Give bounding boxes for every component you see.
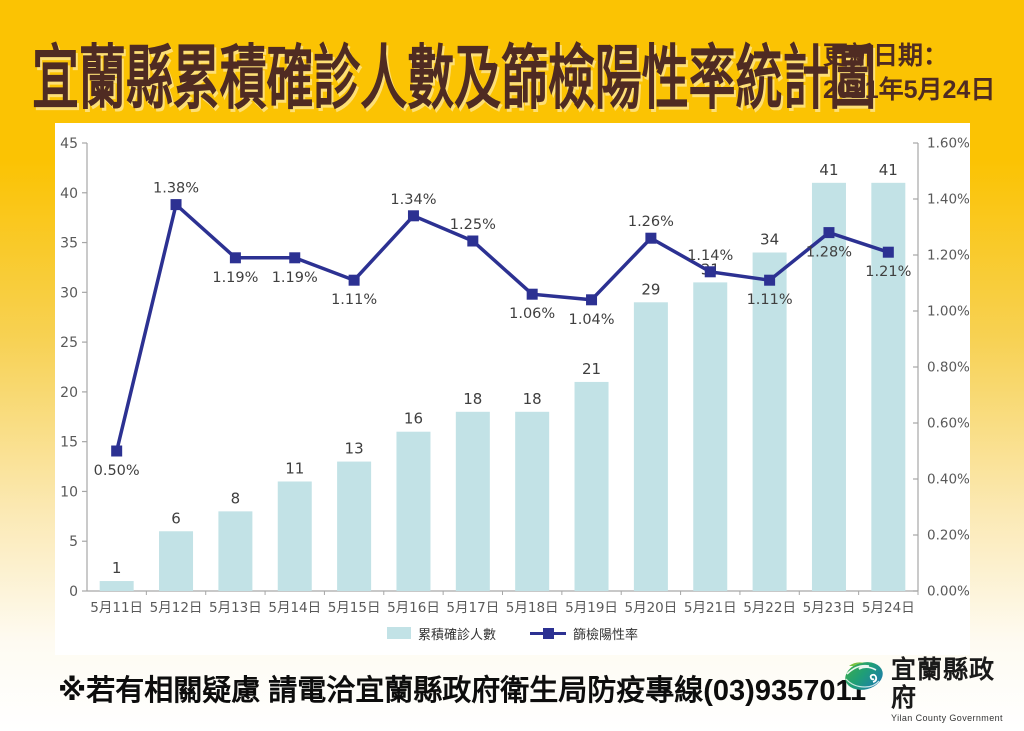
svg-text:34: 34 bbox=[760, 231, 779, 249]
svg-text:0.60%: 0.60% bbox=[927, 416, 970, 432]
svg-text:30: 30 bbox=[60, 285, 78, 301]
combo-chart: 0 5 10 15 20 25 30 35 40 45 0.00% 0.20% 0.40% 0.60% 0.… bbox=[60, 136, 970, 617]
svg-text:1.11%: 1.11% bbox=[331, 292, 377, 308]
svg-text:35: 35 bbox=[60, 236, 78, 252]
svg-text:1.04%: 1.04% bbox=[568, 312, 614, 328]
svg-text:41: 41 bbox=[879, 161, 898, 179]
svg-text:5月11日: 5月11日 bbox=[90, 600, 143, 616]
svg-text:1.00%: 1.00% bbox=[927, 304, 970, 320]
update-date-label: 更新日期： bbox=[823, 42, 949, 70]
svg-text:40: 40 bbox=[60, 186, 78, 202]
svg-text:5月21日: 5月21日 bbox=[684, 600, 737, 616]
svg-text:11: 11 bbox=[285, 459, 304, 477]
svg-text:5月22日: 5月22日 bbox=[743, 600, 796, 616]
svg-text:41: 41 bbox=[819, 161, 838, 179]
logo-text-block: 宜蘭縣政府 Yilan County Government bbox=[891, 656, 1018, 723]
svg-text:45: 45 bbox=[60, 136, 78, 152]
update-date-block: 更新日期： 2021年5月24日 bbox=[823, 40, 1008, 108]
svg-text:1.26%: 1.26% bbox=[628, 214, 674, 230]
svg-text:1.38%: 1.38% bbox=[153, 181, 199, 197]
svg-text:1.21%: 1.21% bbox=[865, 264, 911, 280]
svg-text:1.14%: 1.14% bbox=[687, 248, 733, 264]
legend-label-positivity: 篩檢陽性率 bbox=[573, 626, 639, 642]
svg-text:1.11%: 1.11% bbox=[747, 292, 793, 308]
svg-text:18: 18 bbox=[523, 390, 542, 408]
svg-text:5月19日: 5月19日 bbox=[565, 600, 618, 616]
svg-text:5月12日: 5月12日 bbox=[150, 600, 203, 616]
svg-text:1.19%: 1.19% bbox=[272, 270, 318, 286]
logo-name: 宜蘭縣政府 bbox=[891, 656, 996, 712]
svg-text:20: 20 bbox=[60, 385, 78, 401]
yilan-swirl-icon bbox=[843, 657, 885, 698]
chart-legend: 累積確診人數 篩檢陽性率 bbox=[55, 620, 970, 646]
update-date-value: 2021年5月24日 bbox=[823, 75, 996, 104]
chart-panel: 0 5 10 15 20 25 30 35 40 45 0.00% 0.20% 0.40% 0.60% 0.… bbox=[55, 123, 970, 655]
svg-text:1.25%: 1.25% bbox=[450, 217, 496, 233]
svg-text:0: 0 bbox=[69, 584, 78, 600]
legend-item-positivity: 篩檢陽性率 bbox=[530, 624, 638, 643]
svg-text:0.00%: 0.00% bbox=[927, 584, 970, 600]
svg-text:0.40%: 0.40% bbox=[927, 472, 970, 488]
svg-text:29: 29 bbox=[641, 280, 660, 298]
footer: ※若有相關疑慮 請電洽宜蘭縣政府衛生局防疫專線(03)9357011 宜蘭縣 bbox=[0, 655, 1024, 731]
svg-text:5月20日: 5月20日 bbox=[625, 600, 678, 616]
svg-text:1.06%: 1.06% bbox=[509, 306, 555, 322]
svg-text:1.28%: 1.28% bbox=[806, 245, 852, 261]
svg-text:25: 25 bbox=[60, 335, 78, 351]
bar-swatch-icon bbox=[386, 627, 411, 639]
logo-subtitle: Yilan County Government bbox=[891, 713, 1003, 723]
svg-text:6: 6 bbox=[171, 509, 181, 527]
svg-text:8: 8 bbox=[231, 489, 241, 507]
svg-text:0.20%: 0.20% bbox=[927, 528, 970, 544]
svg-text:5月17日: 5月17日 bbox=[446, 600, 499, 616]
svg-text:0.80%: 0.80% bbox=[927, 360, 970, 376]
svg-text:18: 18 bbox=[463, 390, 482, 408]
svg-text:1.20%: 1.20% bbox=[927, 248, 970, 264]
svg-text:15: 15 bbox=[60, 435, 78, 451]
svg-text:21: 21 bbox=[582, 360, 601, 378]
svg-text:5月23日: 5月23日 bbox=[803, 600, 856, 616]
svg-text:1.60%: 1.60% bbox=[927, 136, 970, 152]
svg-text:0.50%: 0.50% bbox=[94, 463, 140, 479]
line-marker-icon bbox=[530, 627, 566, 639]
svg-text:5月18日: 5月18日 bbox=[506, 600, 559, 616]
header: 宜蘭縣累積確診人數及篩檢陽性率統計圖 更新日期： 2021年5月24日 bbox=[0, 0, 1024, 123]
svg-text:5: 5 bbox=[69, 534, 78, 550]
hotline-note: ※若有相關疑慮 請電洽宜蘭縣政府衛生局防疫專線(03)9357011 bbox=[58, 675, 867, 707]
svg-text:13: 13 bbox=[345, 440, 364, 458]
svg-text:5月16日: 5月16日 bbox=[387, 600, 440, 616]
svg-text:5月14日: 5月14日 bbox=[268, 600, 321, 616]
yilan-gov-logo: 宜蘭縣政府 Yilan County Government bbox=[843, 656, 1018, 723]
svg-text:1.19%: 1.19% bbox=[212, 270, 258, 286]
legend-label-cases: 累積確診人數 bbox=[417, 626, 496, 642]
svg-text:5月13日: 5月13日 bbox=[209, 600, 262, 616]
svg-text:1.34%: 1.34% bbox=[390, 192, 436, 208]
svg-text:10: 10 bbox=[60, 484, 78, 500]
legend-item-cases: 累積確診人數 bbox=[386, 624, 496, 643]
svg-text:16: 16 bbox=[404, 410, 423, 428]
svg-text:1: 1 bbox=[112, 559, 122, 577]
svg-text:5月24日: 5月24日 bbox=[862, 600, 915, 616]
page-title: 宜蘭縣累積確診人數及篩檢陽性率統計圖 bbox=[32, 39, 877, 117]
svg-text:5月15日: 5月15日 bbox=[328, 600, 381, 616]
svg-text:1.40%: 1.40% bbox=[927, 192, 970, 208]
